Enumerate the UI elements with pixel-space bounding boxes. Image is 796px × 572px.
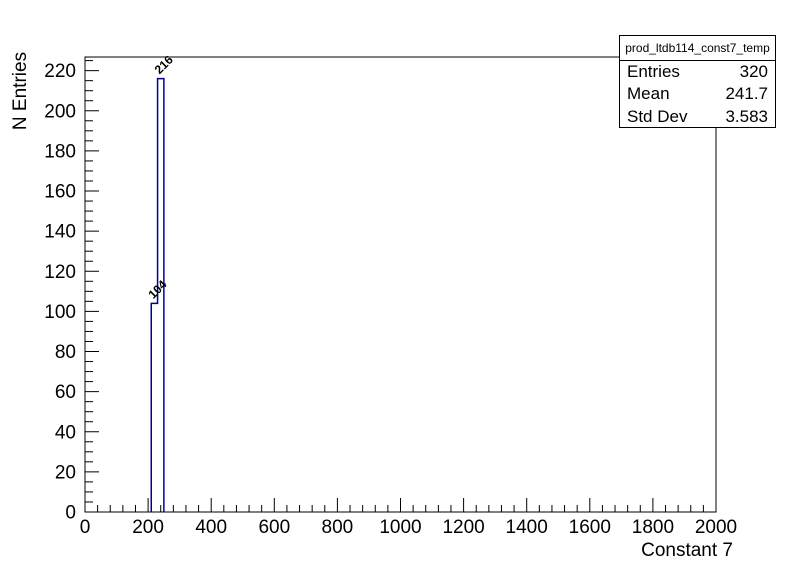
svg-text:1800: 1800: [632, 517, 674, 538]
stats-box: prod_ltdb114_const7_temp Entries 320 Mea…: [619, 35, 776, 128]
stats-stddev-label: Std Dev: [627, 106, 688, 126]
svg-text:2000: 2000: [695, 517, 737, 538]
svg-text:20: 20: [55, 462, 76, 483]
svg-text:400: 400: [195, 517, 227, 538]
stats-row-mean: Mean 241.7: [620, 83, 775, 105]
svg-text:0: 0: [65, 503, 76, 524]
stats-mean-label: Mean: [627, 84, 670, 104]
svg-text:0: 0: [80, 517, 91, 538]
svg-text:140: 140: [44, 222, 76, 243]
svg-text:1200: 1200: [442, 517, 484, 538]
stats-entries-value: 320: [739, 62, 768, 81]
histogram-bars: [150, 77, 165, 512]
svg-text:80: 80: [55, 342, 76, 363]
svg-text:180: 180: [44, 141, 76, 162]
y-axis-title: N Entries: [10, 51, 31, 131]
svg-text:200: 200: [132, 517, 164, 538]
x-axis-title: Constant 7: [641, 540, 733, 561]
stats-mean-value: 241.7: [725, 84, 768, 104]
svg-text:800: 800: [322, 517, 354, 538]
stats-box-title: prod_ltdb114_const7_temp: [620, 36, 775, 61]
stats-row-entries: Entries 320: [620, 61, 775, 83]
y-axis: 0 20 40 60 80 100 120 140 160 180 200 220: [44, 60, 99, 524]
stats-row-stddev: Std Dev 3.583: [620, 106, 775, 128]
stats-entries-label: Entries: [627, 62, 680, 81]
bin-value-labels: 104 216: [145, 53, 176, 302]
stats-stddev-value: 3.583: [725, 106, 768, 126]
svg-text:220: 220: [44, 61, 76, 82]
svg-text:104: 104: [145, 277, 169, 301]
svg-text:1400: 1400: [506, 517, 548, 538]
svg-text:100: 100: [44, 302, 76, 323]
svg-text:1600: 1600: [569, 517, 611, 538]
svg-text:120: 120: [44, 262, 76, 283]
svg-text:200: 200: [44, 101, 76, 122]
svg-text:160: 160: [44, 182, 76, 203]
svg-text:40: 40: [55, 422, 76, 443]
x-axis: 0 200 400 600 800 1000 1200 1400 1600 1800 2000: [80, 498, 737, 538]
svg-text:216: 216: [152, 53, 176, 77]
svg-text:1000: 1000: [379, 517, 421, 538]
svg-text:60: 60: [55, 382, 76, 403]
svg-text:600: 600: [258, 517, 290, 538]
